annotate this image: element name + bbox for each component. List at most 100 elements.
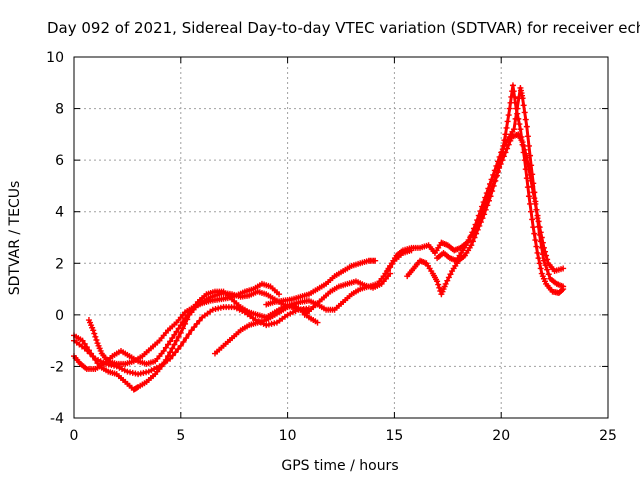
data-point-marker [521,109,528,116]
series-track-D [85,280,283,367]
data-point-marker [510,88,517,95]
data-point-marker [538,244,545,251]
data-point-marker [492,177,499,184]
data-point-marker [514,105,521,112]
tick-labels: 0 5 10 15 20 25 -4 -2 0 2 4 6 8 10 [46,50,617,444]
data-point-marker [533,243,540,250]
data-point-marker [167,355,174,362]
data-point-marker [488,176,495,183]
data-point-marker [93,336,100,343]
data-point-marker [532,198,539,205]
y-tick-label: -2 [50,359,64,375]
data-point-marker [169,352,176,359]
data-point-marker [483,190,490,197]
data-point-marker [196,317,203,324]
x-axis-label: GPS time / hours [281,458,398,474]
data-point-marker [470,225,477,232]
data-point-marker [502,131,509,138]
data-point-marker [160,347,167,354]
data-point-marker [177,342,184,349]
data-point-marker [477,219,484,226]
data-point-marker [560,265,567,272]
data-point-marker [182,315,189,322]
x-tick-label: 25 [599,428,617,444]
data-point-marker [527,200,534,207]
data-point-marker [506,105,513,112]
data-point-marker [162,344,169,351]
data-point-marker [469,238,476,245]
data-point-marker [493,162,500,169]
data-point-marker [481,211,488,218]
data-point-marker [472,221,479,228]
data-point-marker [518,133,525,140]
data-point-marker [527,152,534,159]
x-tick-label: 0 [70,428,79,444]
data-point-marker [532,237,539,244]
data-point-marker [480,199,487,206]
data-point-marker [525,193,532,200]
data-point-marker [509,82,516,89]
data-point-marker [511,93,518,100]
data-point-marker [169,345,176,352]
data-point-marker [528,162,535,169]
data-point-marker [466,237,473,244]
data-point-marker [193,320,200,327]
data-point-marker [528,208,535,215]
data-point-marker [489,188,496,195]
data-point-marker [482,194,489,201]
x-tick-label: 5 [176,428,185,444]
data-point-marker [175,325,182,332]
data-point-marker [173,328,180,335]
data-point-marker [479,215,486,222]
data-point-marker [529,216,536,223]
x-tick-label: 10 [279,428,297,444]
data-point-marker [436,284,443,291]
data-point-marker [447,271,454,278]
data-point-marker [478,203,485,210]
data-point-marker [185,331,192,338]
data-point-marker [542,262,549,269]
data-point-marker [530,180,537,187]
data-point-marker [435,281,442,288]
data-point-marker [540,257,547,264]
data-point-marker [520,102,527,109]
data-point-marker [372,257,379,264]
data-point-marker [522,166,529,173]
data-point-marker [504,118,511,125]
data-point-marker [485,197,492,204]
data-point-marker [545,271,552,278]
data-point-marker [444,277,451,284]
data-point-marker [473,230,480,237]
data-point-marker [92,333,99,340]
data-point-marker [503,139,510,146]
data-point-marker [477,208,484,215]
data-point-marker [175,333,182,340]
data-point-marker [498,149,505,156]
data-point-marker [523,123,530,130]
data-point-marker [536,231,543,238]
data-point-marker [533,206,540,213]
data-point-marker [531,189,538,196]
data-point-marker [523,175,530,182]
data-point-marker [474,226,481,233]
data-point-marker [167,338,174,345]
data-point-marker [511,126,518,133]
data-point-marker [173,337,180,344]
series-track-J [434,84,567,290]
data-point-marker [468,242,475,249]
y-tick-label: 0 [55,308,64,324]
data-point-marker [537,238,544,245]
data-point-marker [183,335,190,342]
data-point-marker [482,206,489,213]
data-point-marker [171,331,178,338]
data-point-marker [519,95,526,102]
data-point-marker [167,349,174,356]
data-point-marker [484,202,491,209]
data-point-marker [490,182,497,189]
y-tick-label: 10 [46,50,64,66]
data-point-marker [474,217,481,224]
data-point-marker [491,167,498,174]
data-point-marker [560,283,567,290]
data-point-marker [501,142,508,149]
